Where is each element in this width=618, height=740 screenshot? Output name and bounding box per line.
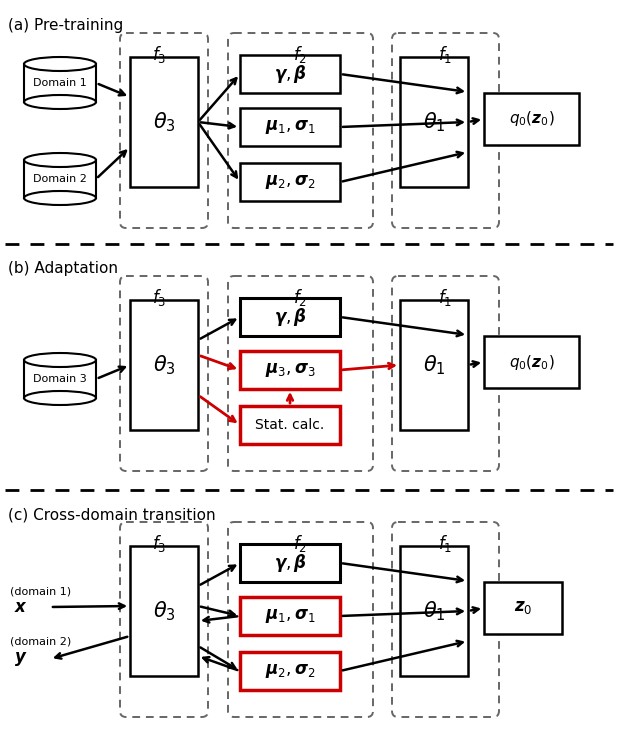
Text: $\theta_1$: $\theta_1$ [423, 353, 446, 377]
Bar [484, 336, 579, 388]
Ellipse shape [24, 57, 96, 71]
Text: $\theta_1$: $\theta_1$ [423, 599, 446, 623]
Bar [400, 300, 468, 430]
Text: $f_2$: $f_2$ [293, 44, 307, 65]
Text: Stat. calc.: Stat. calc. [255, 418, 324, 432]
Text: $\theta_1$: $\theta_1$ [423, 110, 446, 134]
Bar [240, 406, 340, 444]
Bar [484, 93, 579, 145]
Text: $\theta_3$: $\theta_3$ [153, 353, 176, 377]
Bar [400, 546, 468, 676]
Bar [130, 57, 198, 187]
Bar [240, 544, 340, 582]
Bar [240, 597, 340, 635]
Bar [240, 298, 340, 336]
Text: $f_2$: $f_2$ [293, 533, 307, 554]
Ellipse shape [24, 191, 96, 205]
Text: $q_0(\boldsymbol{z}_0)$: $q_0(\boldsymbol{z}_0)$ [509, 110, 554, 129]
Text: (b) Adaptation: (b) Adaptation [8, 261, 118, 276]
Bar [130, 300, 198, 430]
Text: $\boldsymbol{\mu}_2, \boldsymbol{\sigma}_2$: $\boldsymbol{\mu}_2, \boldsymbol{\sigma}… [265, 173, 315, 191]
Text: Domain 1: Domain 1 [33, 78, 87, 88]
Bar [130, 546, 198, 676]
Bar [240, 108, 340, 146]
Ellipse shape [24, 391, 96, 405]
Text: $\boldsymbol{\mu}_2, \boldsymbol{\sigma}_2$: $\boldsymbol{\mu}_2, \boldsymbol{\sigma}… [265, 662, 315, 680]
Text: $f_2$: $f_2$ [293, 287, 307, 308]
Text: $\boldsymbol{z}_0$: $\boldsymbol{z}_0$ [514, 599, 532, 616]
Text: $f_1$: $f_1$ [438, 287, 452, 308]
Text: Domain 2: Domain 2 [33, 174, 87, 184]
Text: $\boldsymbol{y}$: $\boldsymbol{y}$ [14, 650, 27, 668]
Ellipse shape [24, 353, 96, 367]
Text: (a) Pre-training: (a) Pre-training [8, 18, 123, 33]
Text: $q_0(\boldsymbol{z}_0)$: $q_0(\boldsymbol{z}_0)$ [509, 352, 554, 371]
Text: $f_3$: $f_3$ [152, 44, 166, 65]
Text: $\boldsymbol{\mu}_1, \boldsymbol{\sigma}_1$: $\boldsymbol{\mu}_1, \boldsymbol{\sigma}… [265, 607, 315, 625]
Text: (c) Cross-domain transition: (c) Cross-domain transition [8, 507, 216, 522]
Text: (domain 1): (domain 1) [10, 586, 71, 596]
Bar [400, 57, 468, 187]
Text: $\boldsymbol{x}$: $\boldsymbol{x}$ [14, 599, 28, 616]
Bar [484, 582, 562, 634]
Text: $\theta_3$: $\theta_3$ [153, 110, 176, 134]
Text: $\boldsymbol{\gamma}, \boldsymbol{\beta}$: $\boldsymbol{\gamma}, \boldsymbol{\beta}… [274, 552, 307, 574]
Ellipse shape [24, 153, 96, 167]
Text: $f_3$: $f_3$ [152, 533, 166, 554]
Text: $\boldsymbol{\mu}_1, \boldsymbol{\sigma}_1$: $\boldsymbol{\mu}_1, \boldsymbol{\sigma}… [265, 118, 315, 136]
Text: (domain 2): (domain 2) [10, 637, 71, 647]
Bar [240, 163, 340, 201]
Text: $f_1$: $f_1$ [438, 44, 452, 65]
Text: $\boldsymbol{\gamma}, \boldsymbol{\beta}$: $\boldsymbol{\gamma}, \boldsymbol{\beta}… [274, 306, 307, 328]
Text: $\theta_3$: $\theta_3$ [153, 599, 176, 623]
Bar [24, 64, 96, 102]
Text: $f_3$: $f_3$ [152, 287, 166, 308]
Text: $\boldsymbol{\mu}_3, \boldsymbol{\sigma}_3$: $\boldsymbol{\mu}_3, \boldsymbol{\sigma}… [265, 361, 315, 379]
Bar [240, 652, 340, 690]
Ellipse shape [24, 95, 96, 109]
Bar [240, 351, 340, 389]
Bar [24, 160, 96, 198]
Bar [240, 55, 340, 93]
Bar [24, 360, 96, 398]
Text: $\boldsymbol{\gamma}, \boldsymbol{\beta}$: $\boldsymbol{\gamma}, \boldsymbol{\beta}… [274, 63, 307, 85]
Text: $f_1$: $f_1$ [438, 533, 452, 554]
Text: Domain 3: Domain 3 [33, 374, 87, 384]
